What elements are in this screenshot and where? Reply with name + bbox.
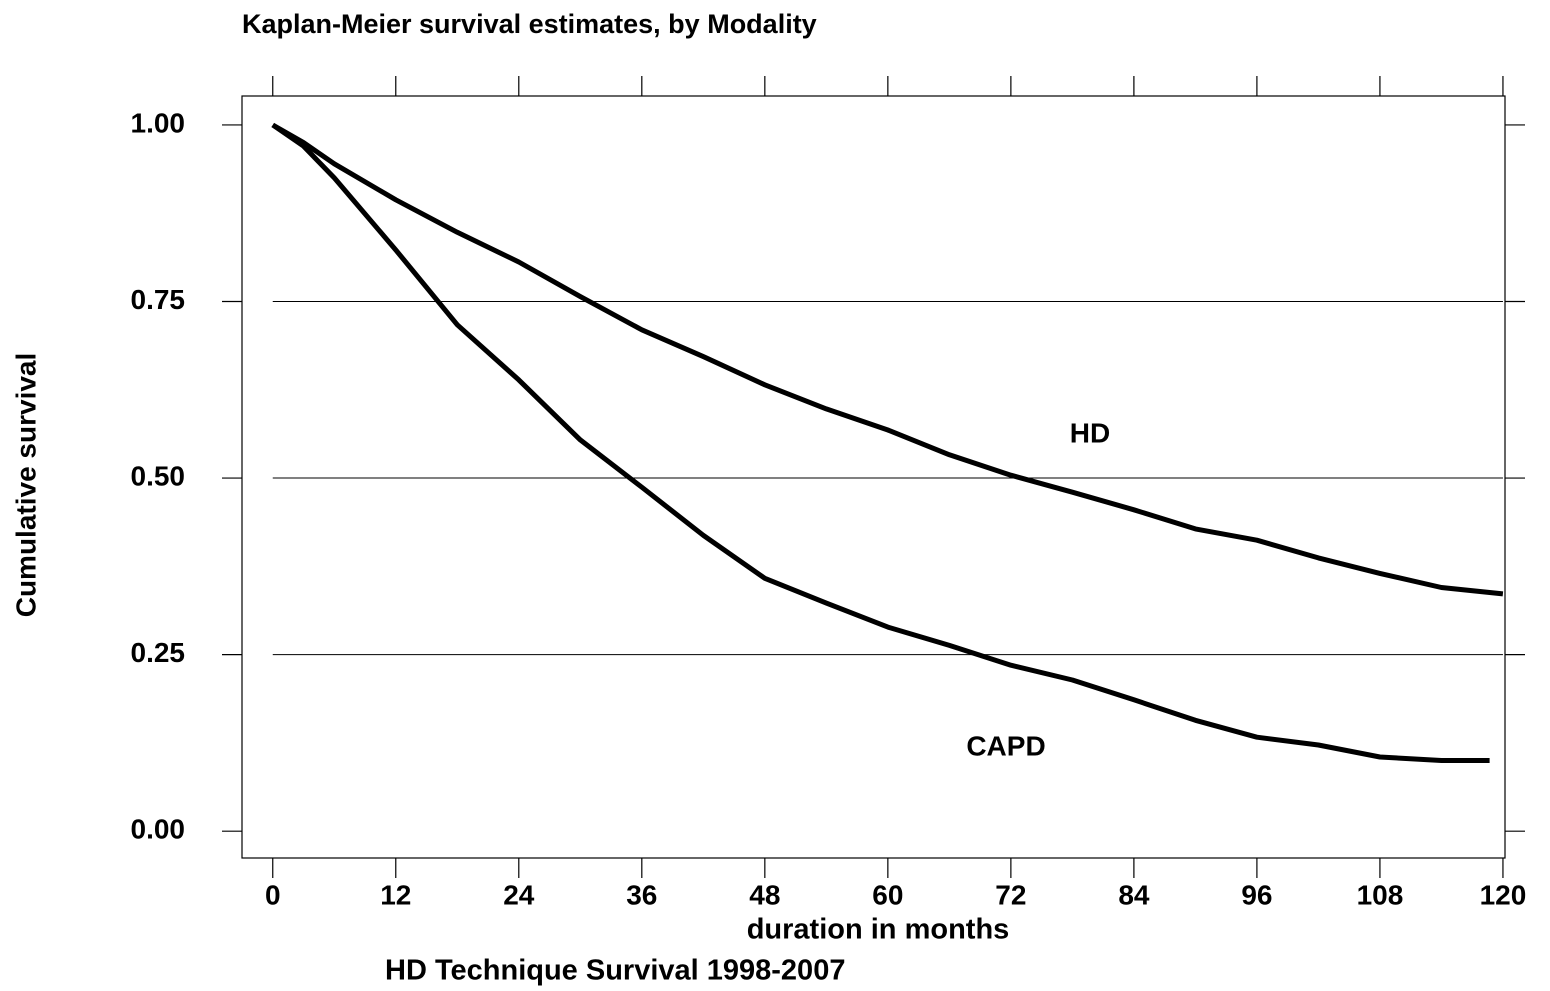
x-tick-label: 60 [872, 879, 903, 910]
caption: HD Technique Survival 1998-2007 [385, 955, 845, 987]
x-tick-label: 72 [995, 879, 1026, 910]
y-tick-label: 1.00 [131, 107, 186, 138]
x-tick-label: 24 [503, 879, 535, 910]
x-tick-label: 96 [1241, 879, 1272, 910]
y-tick-label: 0.50 [131, 460, 186, 491]
y-tick-label: 0.25 [131, 637, 186, 668]
x-tick-label: 0 [265, 879, 281, 910]
x-tick-label: 120 [1480, 879, 1527, 910]
x-tick-label: 84 [1118, 879, 1150, 910]
x-tick-label: 108 [1357, 879, 1404, 910]
x-axis-label: duration in months [747, 914, 1010, 946]
chart-title: Kaplan-Meier survival estimates, by Moda… [242, 9, 817, 39]
x-tick-label: 36 [626, 879, 657, 910]
plot-frame [241, 95, 1506, 859]
series-label: HD [1070, 417, 1110, 448]
y-axis-label: Cumulative survival [10, 353, 41, 618]
survival-curve [271, 122, 1490, 763]
x-tick-label: 12 [380, 879, 411, 910]
series-label: CAPD [966, 730, 1045, 761]
y-tick-label: 0.00 [131, 814, 186, 845]
survival-curve [271, 122, 1504, 597]
x-tick-label: 48 [749, 879, 780, 910]
y-tick-label: 0.75 [131, 284, 186, 315]
